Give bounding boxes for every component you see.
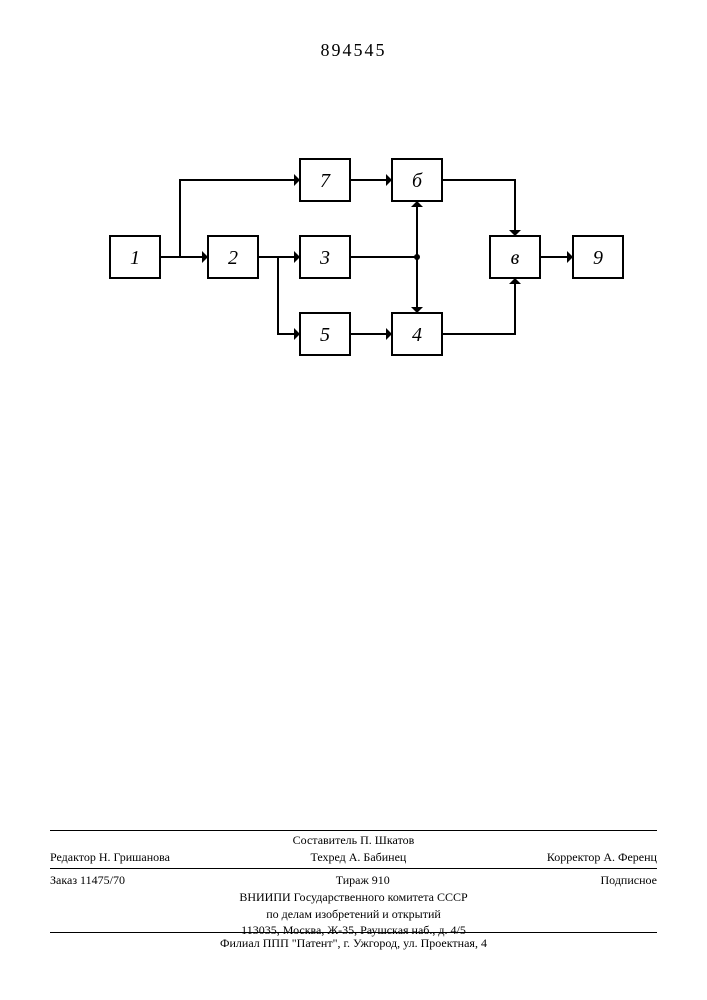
svg-text:2: 2 xyxy=(228,247,238,269)
svg-text:3: 3 xyxy=(319,247,330,269)
tirage: Тираж 910 xyxy=(336,872,390,889)
divider xyxy=(50,830,657,831)
divider xyxy=(50,868,657,869)
compiler: Составитель П. Шкатов xyxy=(50,832,657,849)
publication-block: Заказ 11475/70 Тираж 910 Подписное ВНИИП… xyxy=(50,872,657,939)
org-line-1: ВНИИПИ Государственного комитета СССР xyxy=(50,889,657,906)
svg-text:б: б xyxy=(412,170,423,192)
corrector: Корректор А. Ференц xyxy=(547,849,657,866)
divider xyxy=(50,932,657,933)
editor: Редактор Н. Гришанова xyxy=(50,849,170,866)
credits-block: Составитель П. Шкатов Редактор Н. Гришан… xyxy=(50,832,657,866)
svg-text:5: 5 xyxy=(320,324,330,346)
svg-text:в: в xyxy=(511,247,520,269)
branch-block: Филиал ППП "Патент", г. Ужгород, ул. Про… xyxy=(50,935,657,952)
svg-text:7: 7 xyxy=(320,170,331,192)
svg-text:9: 9 xyxy=(593,247,603,269)
org-line-2: по делам изобретений и открытий xyxy=(50,906,657,923)
svg-text:1: 1 xyxy=(130,247,140,269)
branch-line: Филиал ППП "Патент", г. Ужгород, ул. Про… xyxy=(50,935,657,952)
block-diagram: 1 2 3 7 5 б 4 в 9 xyxy=(0,0,707,500)
technical-editor: Техред А. Бабинец xyxy=(310,849,406,866)
svg-text:4: 4 xyxy=(412,324,422,346)
order-number: Заказ 11475/70 xyxy=(50,872,125,889)
subscription: Подписное xyxy=(601,872,658,889)
